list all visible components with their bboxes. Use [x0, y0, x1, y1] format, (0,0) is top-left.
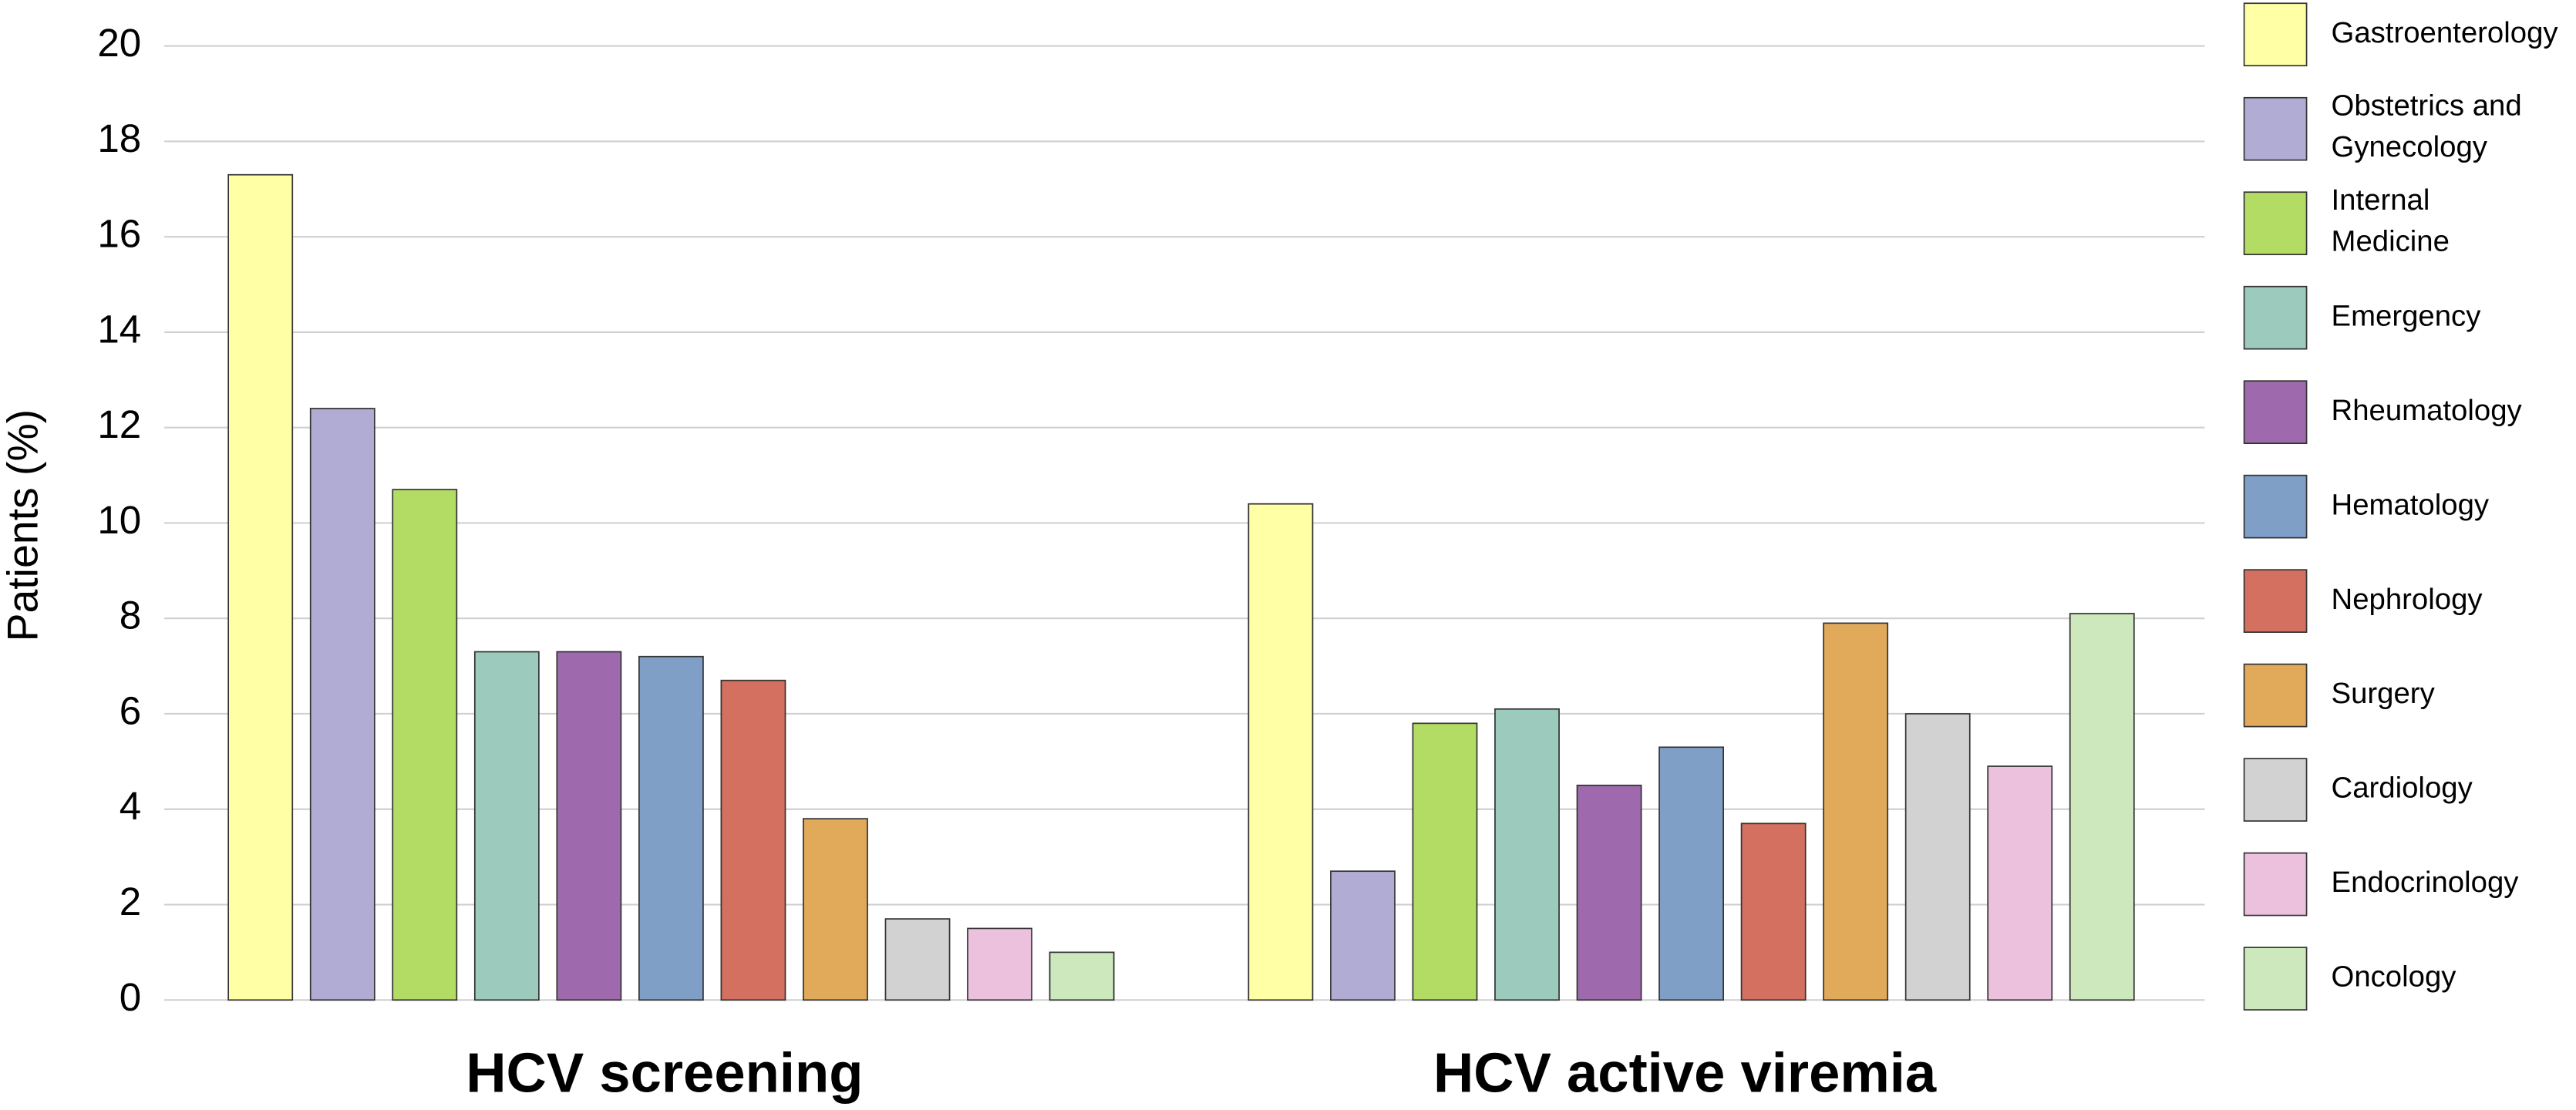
- bar: [227, 173, 294, 1001]
- bar: [1049, 951, 1115, 1001]
- legend-label: Oncology: [2332, 960, 2457, 994]
- bar: [1576, 784, 1642, 1001]
- y-tick-label: 8: [120, 594, 141, 637]
- bar: [309, 408, 375, 1001]
- y-tick-label: 6: [120, 688, 141, 732]
- y-tick-label: 14: [97, 307, 141, 351]
- y-tick-label: 18: [97, 116, 141, 160]
- legend-label: Emergency: [2332, 299, 2482, 332]
- legend-label: Surgery: [2332, 677, 2436, 710]
- y-tick-label: 16: [97, 212, 141, 256]
- legend-swatch: [2243, 96, 2308, 161]
- legend-swatch: [2243, 191, 2308, 256]
- bar: [1412, 722, 1478, 1001]
- bar: [2069, 613, 2135, 1001]
- bar: [1740, 822, 1807, 1001]
- y-tick-label: 2: [120, 880, 141, 923]
- legend-swatch: [2243, 380, 2308, 445]
- y-tick-label: 4: [120, 784, 141, 828]
- bar: [1494, 708, 1560, 1001]
- bar: [967, 927, 1032, 1001]
- legend-swatch: [2243, 474, 2308, 539]
- y-tick-label: 10: [97, 498, 141, 542]
- legend-label: Hematology: [2332, 488, 2490, 521]
- legend-swatch: [2243, 569, 2308, 633]
- legend-label: Rheumatology: [2332, 394, 2523, 427]
- legend-swatch: [2243, 285, 2308, 350]
- bar: [392, 489, 458, 1001]
- legend-label: Endocrinology: [2332, 866, 2520, 899]
- bar: [720, 679, 786, 1001]
- bar: [803, 818, 868, 1001]
- bar: [556, 651, 622, 1001]
- bar: [1330, 870, 1396, 1001]
- legend-swatch: [2243, 758, 2308, 822]
- bar: [1248, 503, 1314, 1001]
- bar: [1904, 713, 1971, 1001]
- legend-swatch: [2243, 663, 2308, 728]
- y-tick-label: 12: [97, 402, 141, 446]
- bar: [473, 651, 540, 1001]
- legend-swatch: [2243, 2, 2308, 67]
- legend-label: Obstetrics and Gynecology: [2332, 89, 2531, 163]
- legend-label: Nephrology: [2332, 583, 2483, 616]
- legend-label: Internal Medicine: [2332, 183, 2450, 257]
- legend-label: Gastroenterology: [2332, 16, 2559, 49]
- bar: [1987, 765, 2053, 1001]
- legend-label: Cardiology: [2332, 772, 2473, 805]
- x-tick-label: HCV screening: [466, 1042, 863, 1105]
- x-tick-label: HCV active viremia: [1433, 1042, 1937, 1105]
- y-tick-label: 20: [97, 21, 141, 65]
- bar: [884, 918, 951, 1001]
- bar: [1823, 622, 1889, 1001]
- y-axis-label: Patients (%): [0, 409, 47, 642]
- legend-swatch: [2243, 947, 2308, 1011]
- bar: [1658, 746, 1724, 1001]
- legend-swatch: [2243, 852, 2308, 917]
- bar: [638, 655, 704, 1001]
- y-tick-label: 0: [120, 975, 141, 1019]
